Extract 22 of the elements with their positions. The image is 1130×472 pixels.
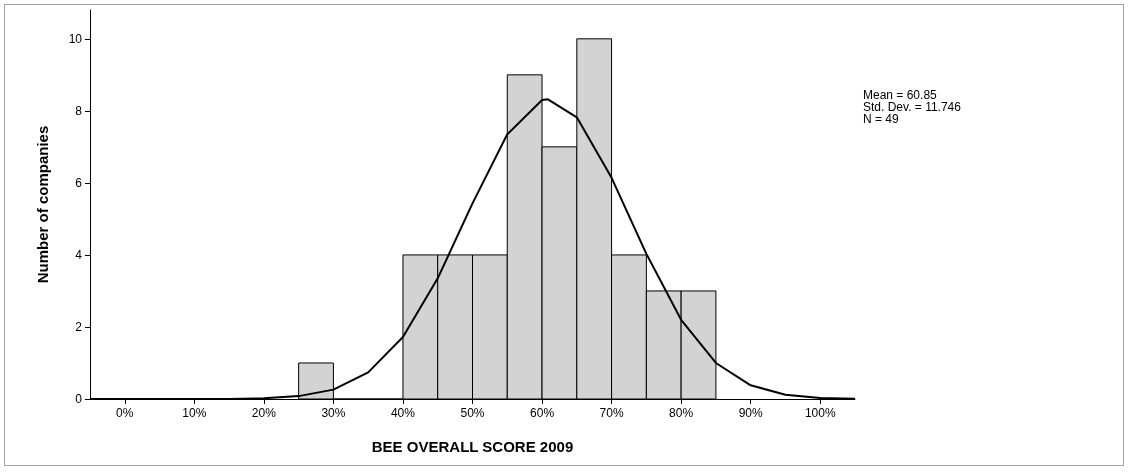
y-tick-label: 2	[75, 319, 83, 334]
x-tick-label: 90%	[738, 406, 764, 420]
x-tick-label: 10%	[182, 406, 207, 420]
x-axis-title: BEE OVERALL SCORE 2009	[371, 438, 574, 455]
y-tick-label: 10	[68, 31, 83, 46]
y-tick-label: 0	[75, 392, 83, 406]
x-tick-label: 30%	[321, 406, 346, 420]
x-tick-label: 0%	[116, 406, 134, 420]
x-tick-label: 80%	[669, 406, 694, 420]
x-tick-label: 50%	[460, 406, 485, 420]
x-tick-label: 70%	[599, 406, 624, 420]
x-tick-label: 20%	[251, 406, 277, 420]
y-tick-label: 8	[75, 103, 83, 118]
y-tick-label: 6	[75, 175, 83, 190]
y-tick-label: 4	[75, 247, 83, 262]
text: Std. Dev. = 11.746	[863, 100, 961, 114]
y-axis-title: Number of companies	[34, 125, 51, 284]
x-tick-label: 40%	[390, 406, 416, 420]
x-tick-label: 60%	[530, 406, 555, 420]
text: Mean = 60.85	[863, 88, 938, 102]
text: N = 49	[863, 112, 900, 126]
x-tick-label: 100%	[804, 406, 836, 420]
